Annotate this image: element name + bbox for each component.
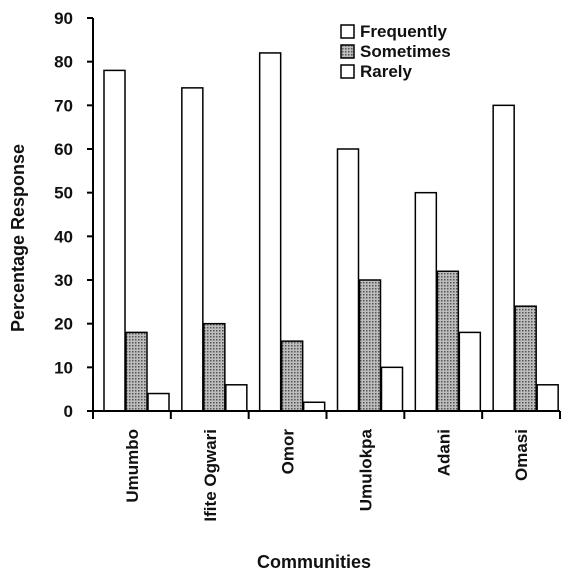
bar-sometimes-umumbo [125, 331, 148, 412]
y-tick-label: 10 [54, 358, 73, 377]
bars [103, 52, 559, 412]
y-tick-label: 40 [54, 227, 73, 246]
bar-rarely-umulokpa [380, 366, 404, 412]
y-tick-label: 0 [64, 402, 73, 421]
legend-label-rarely: Rarely [360, 62, 413, 81]
y-tick-label: 30 [54, 271, 73, 290]
y-tick-label: 80 [54, 53, 73, 72]
y-tick-label: 70 [54, 96, 73, 115]
x-axis-title: Communities [257, 552, 371, 572]
bar-sometimes-adani [436, 270, 460, 412]
bar-rarely-adani [458, 331, 482, 412]
bar-rarely-omor [302, 401, 326, 412]
bar-frequently-omasi [492, 104, 515, 412]
category-label: Adani [434, 429, 453, 476]
legend-label-sometimes: Sometimes [360, 42, 451, 61]
bar-sometimes-umulokpa [358, 279, 382, 412]
bar-rarely-ifite-ogwari [225, 384, 248, 412]
y-axis-ticks: 0 10 20 30 40 50 60 70 80 90 [54, 9, 93, 421]
x-axis-ticks: Umumbo Ifite Ogwari Omor Umulokpa Adani Omasi [92, 411, 561, 522]
category-label: Umulokpa [356, 428, 375, 511]
bar-rarely-omasi [536, 384, 559, 412]
category-label: Omasi [512, 429, 531, 481]
bar-frequently-umulokpa [336, 148, 360, 412]
legend-swatch-rarely [340, 64, 355, 79]
y-tick-label: 90 [54, 9, 73, 28]
category-label: Umumbo [123, 429, 142, 503]
y-tick-label: 60 [54, 140, 73, 159]
bar-rarely-umumbo [147, 392, 170, 412]
y-tick-label: 50 [54, 184, 73, 203]
y-axis-title: Percentage Response [8, 144, 28, 332]
bar-frequently-adani [414, 191, 438, 412]
bar-sometimes-omasi [514, 305, 537, 412]
bar-sometimes-ifite-ogwari [203, 322, 226, 412]
category-label: Ifite Ogwari [201, 429, 220, 522]
legend-swatch-frequently [340, 24, 355, 39]
category-label: Omor [279, 429, 298, 475]
legend-swatch-sometimes [340, 44, 355, 59]
bar-frequently-ifite-ogwari [181, 87, 204, 412]
bar-frequently-omor [258, 52, 282, 412]
bar-frequently-umumbo [103, 69, 126, 412]
legend-label-frequently: Frequently [360, 22, 447, 41]
bar-sometimes-omor [280, 340, 304, 412]
y-tick-label: 20 [54, 315, 73, 334]
